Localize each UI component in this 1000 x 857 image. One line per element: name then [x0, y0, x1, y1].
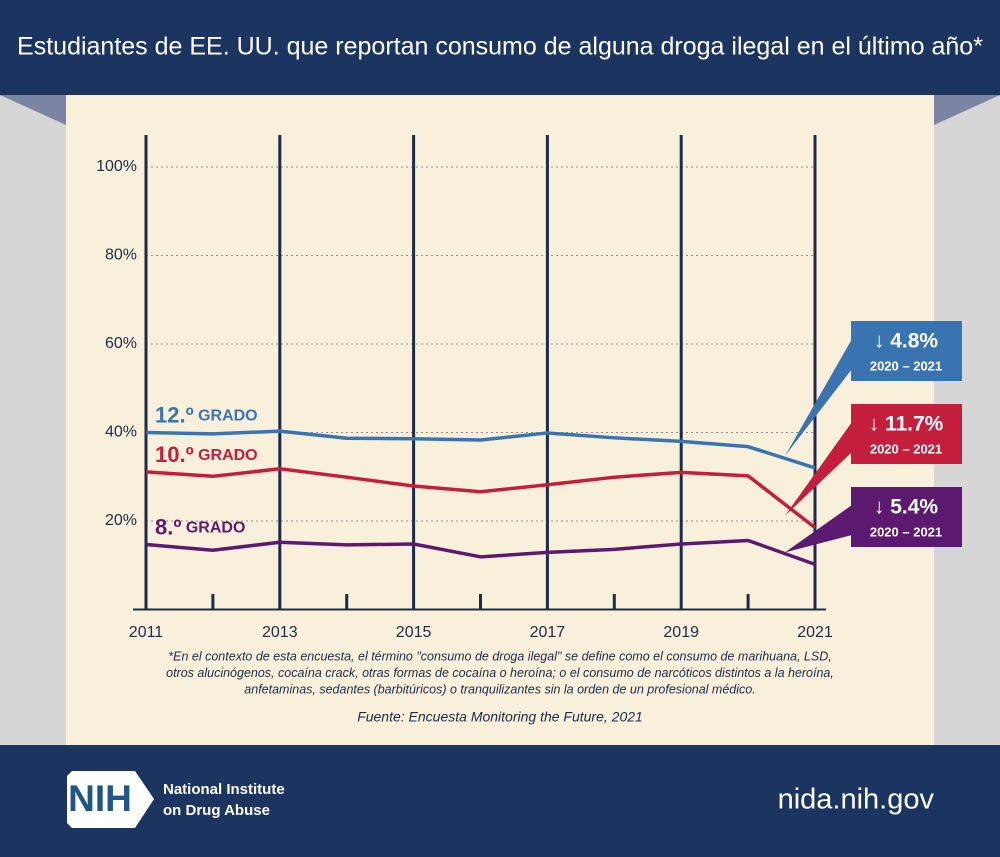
header-banner	[0, 0, 1000, 95]
callout-box	[851, 487, 962, 547]
callout-pointer	[785, 422, 852, 516]
y-tick-label: 80%	[105, 247, 137, 264]
series-line	[145, 538, 816, 567]
y-tick-label: 60%	[105, 335, 137, 352]
y-tick-label: 40%	[105, 424, 137, 441]
change-label: ↓ 11.7%	[869, 413, 944, 436]
nih-logo: NIH	[68, 778, 132, 819]
series-label: 8.º GRADO	[155, 514, 245, 539]
x-tick-label: 2019	[663, 624, 699, 641]
org-name: on Drug Abuse	[163, 802, 270, 819]
x-tick-label: 2021	[797, 624, 833, 641]
callout-pointer	[785, 339, 852, 456]
series-label: 10.º GRADO	[155, 442, 258, 467]
x-tick-label: 2011	[129, 624, 164, 641]
x-tick-label: 2017	[530, 624, 566, 641]
chart: 20% 40% 60% 80% 100% 2011 2013 2015 2017 2019 2021…	[96, 135, 962, 725]
series-label: 12.º GRADO	[155, 402, 258, 427]
footer-banner	[0, 745, 1000, 857]
chart-title: Estudiantes de EE. UU. que reportan cons…	[17, 33, 983, 61]
change-label: ↓ 4.8%	[874, 330, 939, 353]
change-period: 2020 – 2021	[870, 524, 942, 539]
url: nida.nih.gov	[778, 784, 935, 816]
shade-left	[0, 95, 66, 125]
x-tick-label: 2015	[396, 624, 432, 641]
footnote: *En el contexto de esta encuesta, el tér…	[168, 649, 831, 663]
series-line	[145, 467, 817, 530]
change-period: 2020 – 2021	[870, 358, 942, 373]
nih-logo-box	[67, 771, 154, 828]
org-name: National Institute	[163, 781, 285, 798]
panel	[66, 95, 934, 745]
callout-box	[851, 321, 962, 381]
callout-pointer	[785, 505, 852, 553]
footnote: anfetaminas, sedantes (barbitúricos) o t…	[244, 682, 755, 696]
y-tick-label: 20%	[105, 512, 137, 529]
callout-box	[851, 404, 962, 464]
source: Fuente: Encuesta Monitoring the Future, …	[357, 709, 643, 725]
footnote: otros alucinógenos, cocaína crack, otras…	[166, 666, 834, 680]
change-period: 2020 – 2021	[870, 441, 942, 456]
change-label: ↓ 5.4%	[874, 496, 939, 519]
shade-right	[934, 95, 1000, 125]
x-tick-label: 2013	[262, 624, 298, 641]
series-line	[145, 429, 816, 470]
y-tick-label: 100%	[96, 158, 137, 175]
